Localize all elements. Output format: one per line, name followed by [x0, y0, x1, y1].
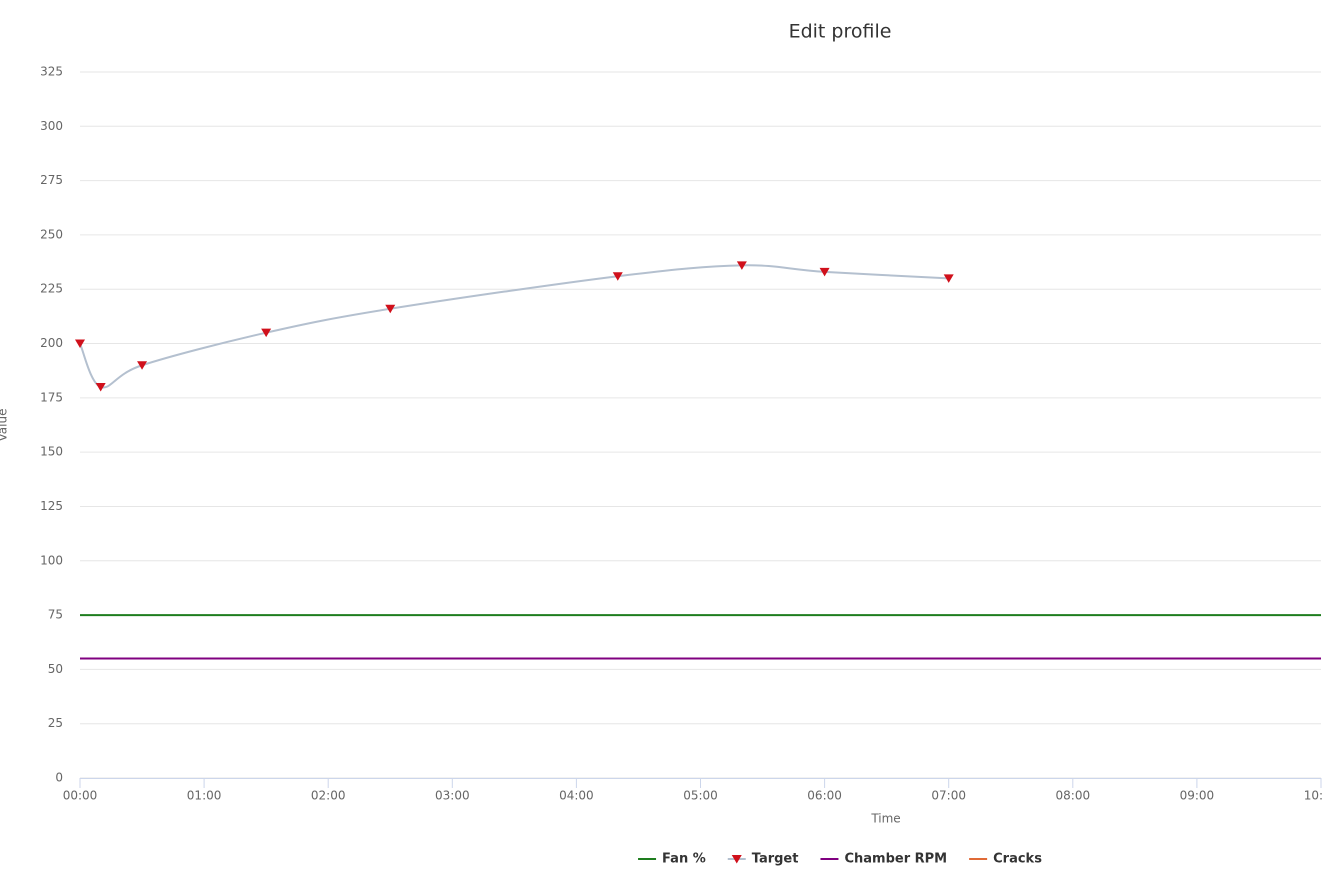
- y-tick-label: 75: [48, 608, 63, 622]
- y-tick-label: 0: [55, 771, 63, 785]
- point-marker: [261, 328, 272, 338]
- y-tick-label: 125: [40, 499, 63, 513]
- y-tick-label: 200: [40, 336, 63, 350]
- chart-title: Edit profile: [789, 21, 892, 43]
- x-tick-label: 02:00: [311, 789, 346, 803]
- y-tick-label: 50: [48, 662, 63, 676]
- point-marker: [75, 339, 85, 349]
- x-tick-label: 08:00: [1056, 789, 1091, 803]
- x-tick-label: 01:00: [187, 789, 222, 803]
- x-tick-label: 09:00: [1180, 789, 1215, 803]
- point-marker: [736, 261, 747, 270]
- x-axis-label: Time: [870, 812, 900, 826]
- x-tick-label: 05:00: [683, 789, 718, 803]
- y-tick-label: 225: [40, 282, 63, 296]
- x-tick-label: 03:00: [435, 789, 470, 803]
- legend-label: Target: [752, 852, 799, 867]
- y-axis-label: Value: [0, 409, 10, 442]
- point-marker: [819, 267, 830, 277]
- y-tick-label: 25: [48, 716, 63, 730]
- legend-label: Fan %: [662, 852, 706, 867]
- point-marker: [385, 304, 396, 314]
- x-tick-label: 07:00: [931, 789, 966, 803]
- y-tick-label: 275: [40, 173, 63, 187]
- y-tick-label: 100: [40, 553, 63, 567]
- y-tick-label: 175: [40, 390, 63, 404]
- series-line: [79, 264, 949, 389]
- legend-marker: [731, 855, 742, 864]
- y-tick-label: 150: [40, 445, 63, 459]
- x-tick-label: 00:00: [63, 789, 98, 803]
- y-tick-label: 300: [40, 119, 63, 133]
- legend-label: Chamber RPM: [844, 852, 947, 867]
- y-tick-label: 250: [40, 227, 63, 241]
- point-marker: [612, 272, 623, 281]
- legend-label: Cracks: [993, 852, 1042, 867]
- y-tick-label: 325: [40, 65, 63, 79]
- point-marker: [943, 274, 954, 283]
- point-marker: [137, 361, 148, 370]
- point-marker: [95, 382, 106, 392]
- x-tick-label: 04:00: [559, 789, 594, 803]
- x-tick-label: 10:00: [1304, 789, 1323, 803]
- x-tick-label: 06:00: [807, 789, 842, 803]
